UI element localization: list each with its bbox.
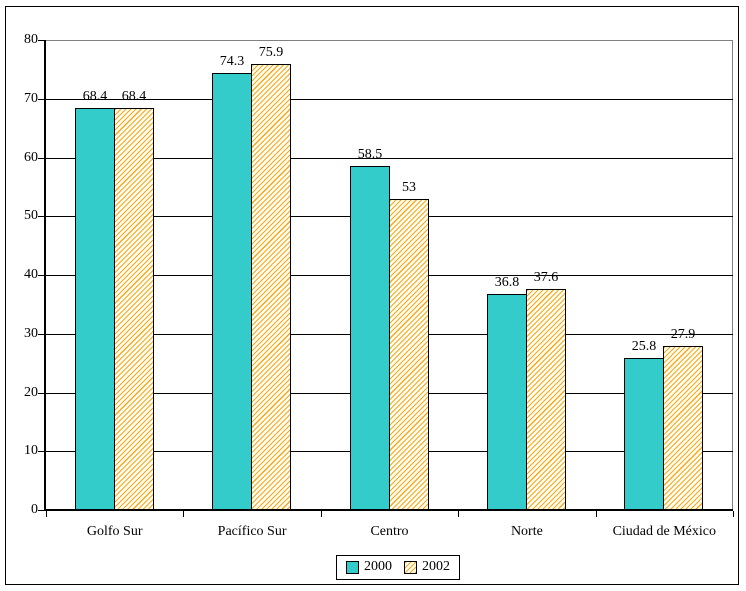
value-label-2002-1: 75.9 — [258, 45, 284, 60]
value-label-2000-4: 25.8 — [631, 339, 657, 354]
value-label-2002-4: 27.9 — [670, 327, 696, 342]
y-axis-label-0: 0 — [31, 502, 38, 517]
value-label-2002-3: 37.6 — [533, 270, 559, 285]
x-axis-label-1: Pacífico Sur — [217, 524, 287, 539]
y-axis-tick-70 — [38, 99, 45, 100]
x-axis-tick-3 — [458, 511, 459, 517]
y-axis-tick-80 — [38, 40, 45, 41]
bar-2000-3 — [487, 294, 527, 510]
value-label-2002-2: 53 — [402, 180, 416, 195]
legend-label-2000: 2000 — [364, 559, 392, 574]
value-label-2000-0: 68.4 — [82, 89, 108, 104]
y-axis-tick-60 — [38, 158, 45, 159]
bar-2002-4 — [663, 346, 703, 510]
y-axis-label-50: 50 — [24, 208, 38, 223]
x-axis-tick-0 — [46, 511, 47, 517]
y-axis-tick-20 — [38, 393, 45, 394]
bar-2000-0 — [75, 108, 115, 510]
bar-2000-2 — [350, 166, 390, 510]
legend-label-2002: 2002 — [422, 559, 450, 574]
x-axis-tick-2 — [321, 511, 322, 517]
x-axis-label-2: Centro — [370, 524, 409, 539]
y-axis-label-60: 60 — [24, 150, 38, 165]
y-axis-label-30: 30 — [24, 326, 38, 341]
legend-item-2000: 2000 — [346, 559, 392, 575]
y-axis-tick-50 — [38, 216, 45, 217]
legend-item-2002: 2002 — [404, 559, 450, 575]
gridline-70 — [46, 99, 733, 100]
x-axis-label-4: Ciudad de México — [612, 524, 716, 539]
y-axis-label-80: 80 — [24, 32, 38, 47]
bar-2000-4 — [624, 358, 664, 510]
legend-swatch-2002-icon — [404, 560, 417, 574]
value-label-2000-2: 58.5 — [357, 147, 383, 162]
bar-2002-1 — [251, 64, 291, 510]
y-axis-tick-40 — [38, 275, 45, 276]
value-label-2000-1: 74.3 — [219, 54, 245, 69]
gridline-60 — [46, 158, 733, 159]
y-axis-label-70: 70 — [24, 91, 38, 106]
y-axis-tick-30 — [38, 334, 45, 335]
value-label-2002-0: 68.4 — [121, 89, 147, 104]
y-axis-label-20: 20 — [24, 385, 38, 400]
y-axis-line — [44, 40, 46, 510]
y-axis-label-40: 40 — [24, 267, 38, 282]
y-axis-label-10: 10 — [24, 443, 38, 458]
x-axis-label-0: Golfo Sur — [86, 524, 143, 539]
x-axis-tick-5 — [733, 511, 734, 517]
bar-2002-0 — [114, 108, 154, 510]
x-axis-line — [44, 509, 733, 511]
plot-area-top-border — [46, 40, 733, 41]
bar-2002-3 — [526, 289, 566, 510]
y-axis-tick-10 — [38, 451, 45, 452]
figure-border — [5, 6, 739, 585]
y-axis-tick-0 — [38, 510, 45, 511]
x-axis-tick-4 — [596, 511, 597, 517]
bar-2000-1 — [212, 73, 252, 510]
bar-2002-2 — [389, 199, 429, 510]
legend: 2000 2002 — [336, 555, 460, 580]
x-axis-label-3: Norte — [510, 524, 543, 539]
legend-swatch-2000-icon — [346, 560, 359, 574]
value-label-2000-3: 36.8 — [494, 275, 520, 290]
x-axis-tick-1 — [183, 511, 184, 517]
